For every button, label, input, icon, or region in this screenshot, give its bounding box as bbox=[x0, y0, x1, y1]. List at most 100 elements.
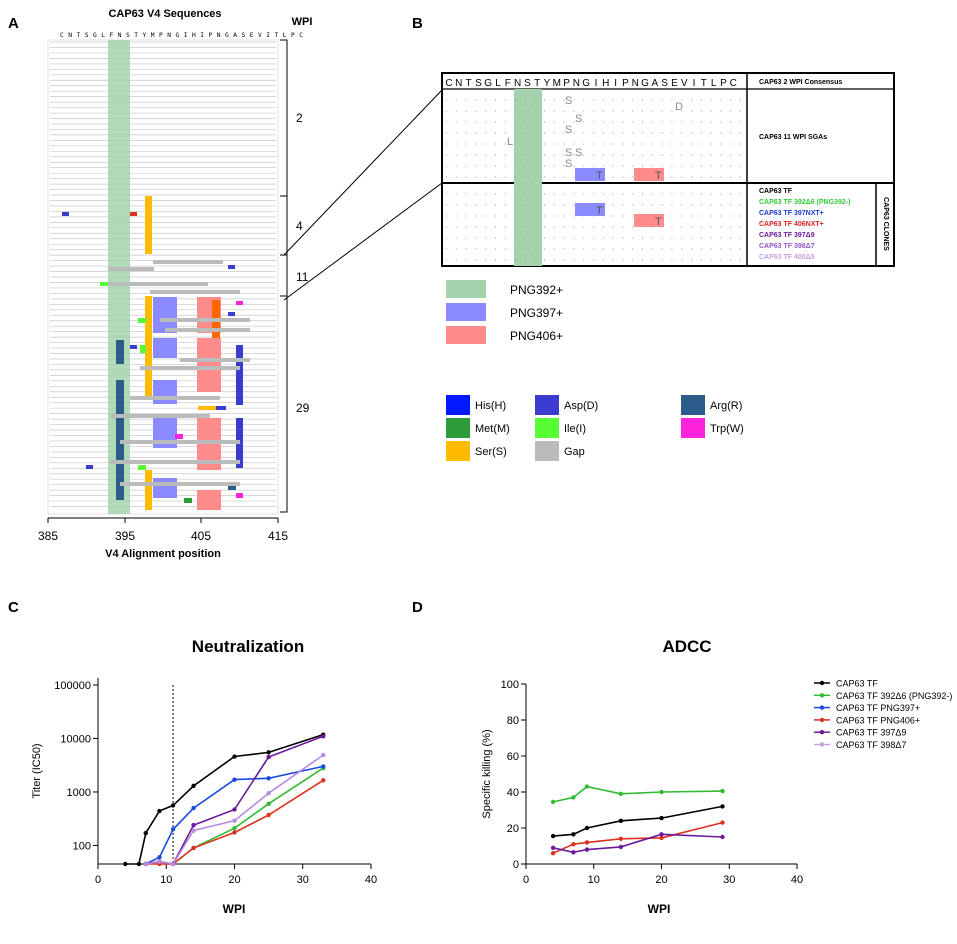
b-sga-png406 bbox=[634, 168, 664, 181]
ser-swatch bbox=[446, 441, 470, 461]
data-point bbox=[266, 812, 271, 818]
b-mark: T bbox=[596, 170, 603, 182]
b-seq-letter: S bbox=[475, 78, 482, 89]
his-swatch bbox=[446, 395, 470, 415]
b-seq-letter: I bbox=[693, 78, 696, 89]
wpi-group-2: 2 bbox=[296, 111, 303, 125]
wpi-header: WPI bbox=[292, 16, 313, 28]
c-title: Neutralization bbox=[192, 637, 304, 656]
b-seq-letter: C bbox=[445, 78, 452, 89]
b-mark: S bbox=[565, 124, 572, 136]
data-point bbox=[584, 784, 590, 789]
b-seq-letter: G bbox=[484, 78, 492, 89]
data-point bbox=[584, 847, 590, 852]
b-seq-letter: M bbox=[553, 78, 561, 89]
data-point bbox=[266, 754, 271, 760]
residue-block bbox=[138, 465, 146, 470]
zoom-lines bbox=[283, 89, 443, 301]
b-clones-side-label: CAP63 CLONES bbox=[882, 197, 889, 251]
data-point bbox=[232, 826, 237, 831]
data-point bbox=[659, 832, 664, 837]
d-y-ticks: 0 20 40 60 80 100 bbox=[501, 679, 526, 871]
b-seq-letter: I bbox=[614, 78, 617, 89]
x-tick-label: 40 bbox=[791, 874, 803, 886]
b-seq-letter: P bbox=[720, 78, 727, 89]
data-point bbox=[618, 791, 624, 796]
wpi-group-29: 29 bbox=[296, 401, 310, 415]
panel-label-c: C bbox=[8, 599, 19, 616]
b-sga-png397 bbox=[575, 168, 605, 181]
data-point bbox=[550, 833, 556, 839]
data-point bbox=[232, 830, 237, 835]
c-x-label: WPI bbox=[223, 902, 246, 916]
asp-label: Asp(D) bbox=[564, 400, 598, 412]
residue-block bbox=[62, 212, 69, 216]
data-point bbox=[321, 764, 326, 769]
residue-block bbox=[236, 301, 243, 305]
asp-swatch bbox=[535, 395, 559, 415]
data-point bbox=[659, 835, 664, 841]
residue-block bbox=[236, 493, 243, 498]
met-swatch bbox=[446, 418, 470, 438]
b-seq-letter: L bbox=[495, 78, 501, 89]
residue-block bbox=[228, 485, 236, 490]
residue-block bbox=[153, 297, 177, 333]
residue-block bbox=[198, 406, 216, 410]
data-point bbox=[321, 734, 326, 739]
png397-label: PNG397+ bbox=[510, 306, 563, 320]
b-seq-letter: A bbox=[651, 78, 658, 89]
b-clone-label: CAP63 TF 397Δ9 bbox=[759, 232, 815, 239]
b-seq-letter: T bbox=[466, 78, 472, 89]
data-point bbox=[618, 818, 624, 823]
data-point bbox=[321, 778, 326, 783]
y-tick-label: 100000 bbox=[54, 680, 91, 692]
x-tick-label: 30 bbox=[723, 874, 735, 886]
residue-block bbox=[216, 406, 226, 410]
b-mark: S bbox=[575, 113, 582, 125]
data-point bbox=[550, 845, 556, 850]
ser-label: Ser(S) bbox=[475, 446, 507, 458]
residue-block bbox=[140, 345, 146, 353]
b-seq-letter: S bbox=[661, 78, 668, 89]
b-clone-label: CAP63 TF bbox=[759, 188, 793, 195]
data-point bbox=[659, 789, 664, 795]
gap-label: Gap bbox=[564, 446, 585, 458]
residue-block bbox=[160, 318, 250, 322]
data-point bbox=[170, 803, 176, 808]
d-x-label: WPI bbox=[648, 902, 671, 916]
x-tick-label: 0 bbox=[95, 874, 101, 886]
data-point bbox=[720, 834, 725, 840]
b-seq-letter: S bbox=[524, 78, 531, 89]
data-point bbox=[266, 776, 271, 781]
data-point bbox=[143, 861, 148, 867]
series-line bbox=[552, 821, 723, 854]
residue-block bbox=[108, 282, 208, 286]
residue-block bbox=[150, 290, 240, 294]
b-clone-label: CAP63 TF 400Δ5 bbox=[759, 254, 815, 261]
ile-swatch bbox=[535, 418, 559, 438]
b-seq-letter: Y bbox=[544, 78, 551, 89]
data-point bbox=[191, 783, 196, 789]
a-x-label: V4 Alignment position bbox=[105, 548, 221, 560]
residue-block bbox=[236, 345, 243, 405]
data-point bbox=[232, 777, 237, 782]
b-sga-label: CAP63 11 WPI SGAs bbox=[759, 134, 827, 141]
a-x-tick-405: 405 bbox=[191, 529, 211, 543]
residue-block bbox=[145, 296, 152, 396]
legend-label: CAP63 TF bbox=[836, 679, 878, 689]
data-point bbox=[584, 840, 590, 845]
data-point bbox=[550, 799, 556, 805]
d-x-ticks: 0 10 20 30 40 bbox=[523, 864, 803, 886]
data-point bbox=[321, 752, 326, 758]
wpi-bracket bbox=[280, 39, 288, 513]
data-point bbox=[123, 861, 128, 867]
b-seq-letter: H bbox=[602, 78, 609, 89]
series-line bbox=[552, 785, 723, 803]
alignment-blocks bbox=[62, 196, 250, 510]
b-seq-letter: F bbox=[505, 78, 511, 89]
data-point bbox=[157, 859, 162, 864]
data-point bbox=[266, 750, 271, 755]
b-mark: S bbox=[565, 95, 572, 107]
panel-a-title: CAP63 V4 Sequences bbox=[108, 8, 221, 20]
